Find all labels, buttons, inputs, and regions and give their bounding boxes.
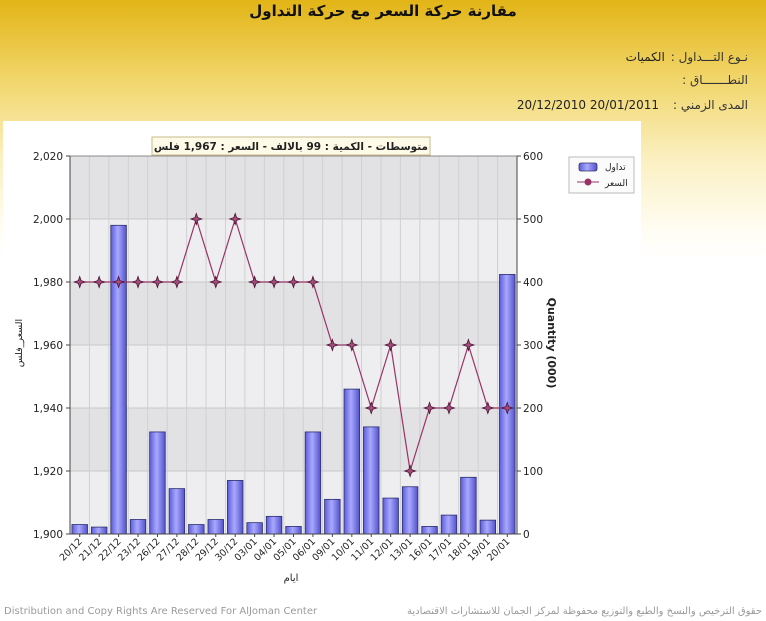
scope-label: النطـــــــاق :: [682, 73, 748, 87]
price-marker-28/12: [189, 212, 204, 226]
plot-band: [70, 345, 517, 408]
plot-band: [70, 156, 517, 219]
price-marker-13/01: [403, 464, 417, 478]
price-marker-17/01: [442, 401, 456, 415]
price-marker-29/12: [209, 275, 223, 289]
y-right-tick-label: 0: [523, 529, 530, 541]
y-right-tick-label: 500: [523, 214, 543, 226]
price-marker-19/01: [481, 401, 495, 415]
price-marker-16/01: [422, 401, 437, 415]
price-marker-26/12: [150, 275, 165, 289]
chart-banner: متوسطات - الكمية : 99 بالالف - السعر : 1…: [151, 136, 431, 156]
price-marker-04/01: [267, 275, 281, 289]
y-right-tick-label: 600: [523, 151, 543, 163]
x-axis-title: ايام: [284, 573, 299, 584]
trade-type-value: الكميات: [625, 50, 665, 64]
price-marker-05/01: [286, 275, 301, 289]
price-marker-27/12: [170, 275, 184, 289]
volume-bar-19/01: [479, 519, 497, 535]
volume-bar-30/12: [227, 480, 244, 535]
price-marker-11/01: [364, 401, 378, 415]
y-left-tick-label: 1,960: [33, 340, 63, 352]
price-marker-18/01: [461, 338, 476, 352]
trade-type-row: نـوع التـــداول : الكميات: [626, 50, 748, 64]
volume-bar-28/12: [188, 524, 205, 535]
price-marker-20/01: [500, 401, 515, 415]
price-marker-22/12: [111, 275, 126, 289]
period-row: المدى الزمني : 20/01/2011 20/12/2010: [517, 98, 748, 112]
volume-bar-26/12: [149, 431, 166, 535]
trade-type-label: نـوع التـــداول :: [670, 50, 748, 64]
y-right-tick-label: 200: [523, 403, 543, 415]
volume-bar-06/01: [304, 431, 322, 535]
volume-bar-20/12: [71, 524, 88, 535]
volume-bar-10/01: [343, 388, 360, 535]
price-marker-09/01: [325, 338, 340, 352]
y-left-tick-label: 2,000: [33, 214, 63, 226]
volume-bar-27/12: [168, 488, 186, 535]
price-marker-03/01: [247, 275, 262, 289]
legend-swatch-volume: [578, 162, 598, 172]
plot-band: [70, 219, 517, 282]
plot-band: [70, 282, 517, 345]
chart-legend: تداول السعر: [568, 156, 635, 194]
price-marker-10/01: [345, 338, 359, 352]
chart-banner-text: متوسطات - الكمية : 99 بالالف - السعر : 1…: [154, 141, 428, 153]
y-left-tick-label: 1,920: [33, 466, 63, 478]
legend-label-volume: تداول: [605, 163, 626, 173]
volume-bar-03/01: [246, 522, 263, 535]
volume-bar-09/01: [324, 498, 341, 535]
y-left-tick-label: 1,900: [33, 529, 63, 541]
y-axis-right-title: Quantity (000): [545, 298, 558, 389]
y-right-tick-label: 100: [523, 466, 543, 478]
legend-marker-price: [584, 178, 592, 186]
volume-bar-04/01: [265, 515, 283, 535]
y-right-tick-label: 400: [523, 277, 543, 289]
volume-bar-12/01: [382, 497, 399, 535]
price-marker-12/01: [383, 338, 398, 352]
footer-copyright-ar: حقوق الترخيص والنسخ والطبع والتوزيع محفو…: [406, 606, 762, 617]
volume-bar-23/12: [129, 519, 147, 535]
page-title: مقارنة حركة السعر مع حركة التداول: [249, 2, 517, 20]
volume-bar-22/12: [110, 224, 127, 535]
price-marker-06/01: [306, 275, 320, 289]
footer-copyright-en: Distribution and Copy Rights Are Reserve…: [4, 606, 318, 617]
chart-panel: 1,900 1,920 1,940 1,960 1,980 2,000 2,020 0 100 2…: [3, 121, 641, 599]
period-label: المدى الزمني :: [673, 98, 748, 112]
x-tick-label-20/01: 20/01: [485, 536, 512, 563]
volume-bar-17/01: [440, 514, 458, 535]
volume-bar-13/01: [401, 486, 419, 535]
y-right-tick-label: 300: [523, 340, 543, 352]
volume-bar-16/01: [421, 526, 438, 535]
y-left-tick-label: 1,980: [33, 277, 63, 289]
y-axis-left-title: السعر_فلس: [14, 319, 25, 367]
scope-row: النطـــــــاق :: [676, 73, 748, 87]
y-left-tick-label: 1,940: [33, 403, 63, 415]
plot-band: [70, 408, 517, 471]
volume-bar-21/12: [90, 526, 108, 535]
volume-bar-05/01: [285, 526, 302, 535]
volume-bar-11/01: [363, 426, 380, 535]
price-volume-chart: 1,900 1,920 1,940 1,960 1,980 2,000 2,020 0 100 2…: [14, 136, 635, 584]
legend-label-price: السعر: [604, 179, 628, 189]
volume-bar-18/01: [460, 476, 477, 535]
volume-bar-29/12: [207, 519, 224, 535]
period-value: 20/01/2011 20/12/2010: [516, 98, 660, 112]
price-marker-21/12: [92, 275, 106, 289]
price-marker-23/12: [131, 275, 145, 289]
price-marker-20/12: [72, 275, 87, 289]
price-marker-30/12: [228, 212, 242, 226]
y-left-tick-label: 2,020: [33, 151, 63, 163]
